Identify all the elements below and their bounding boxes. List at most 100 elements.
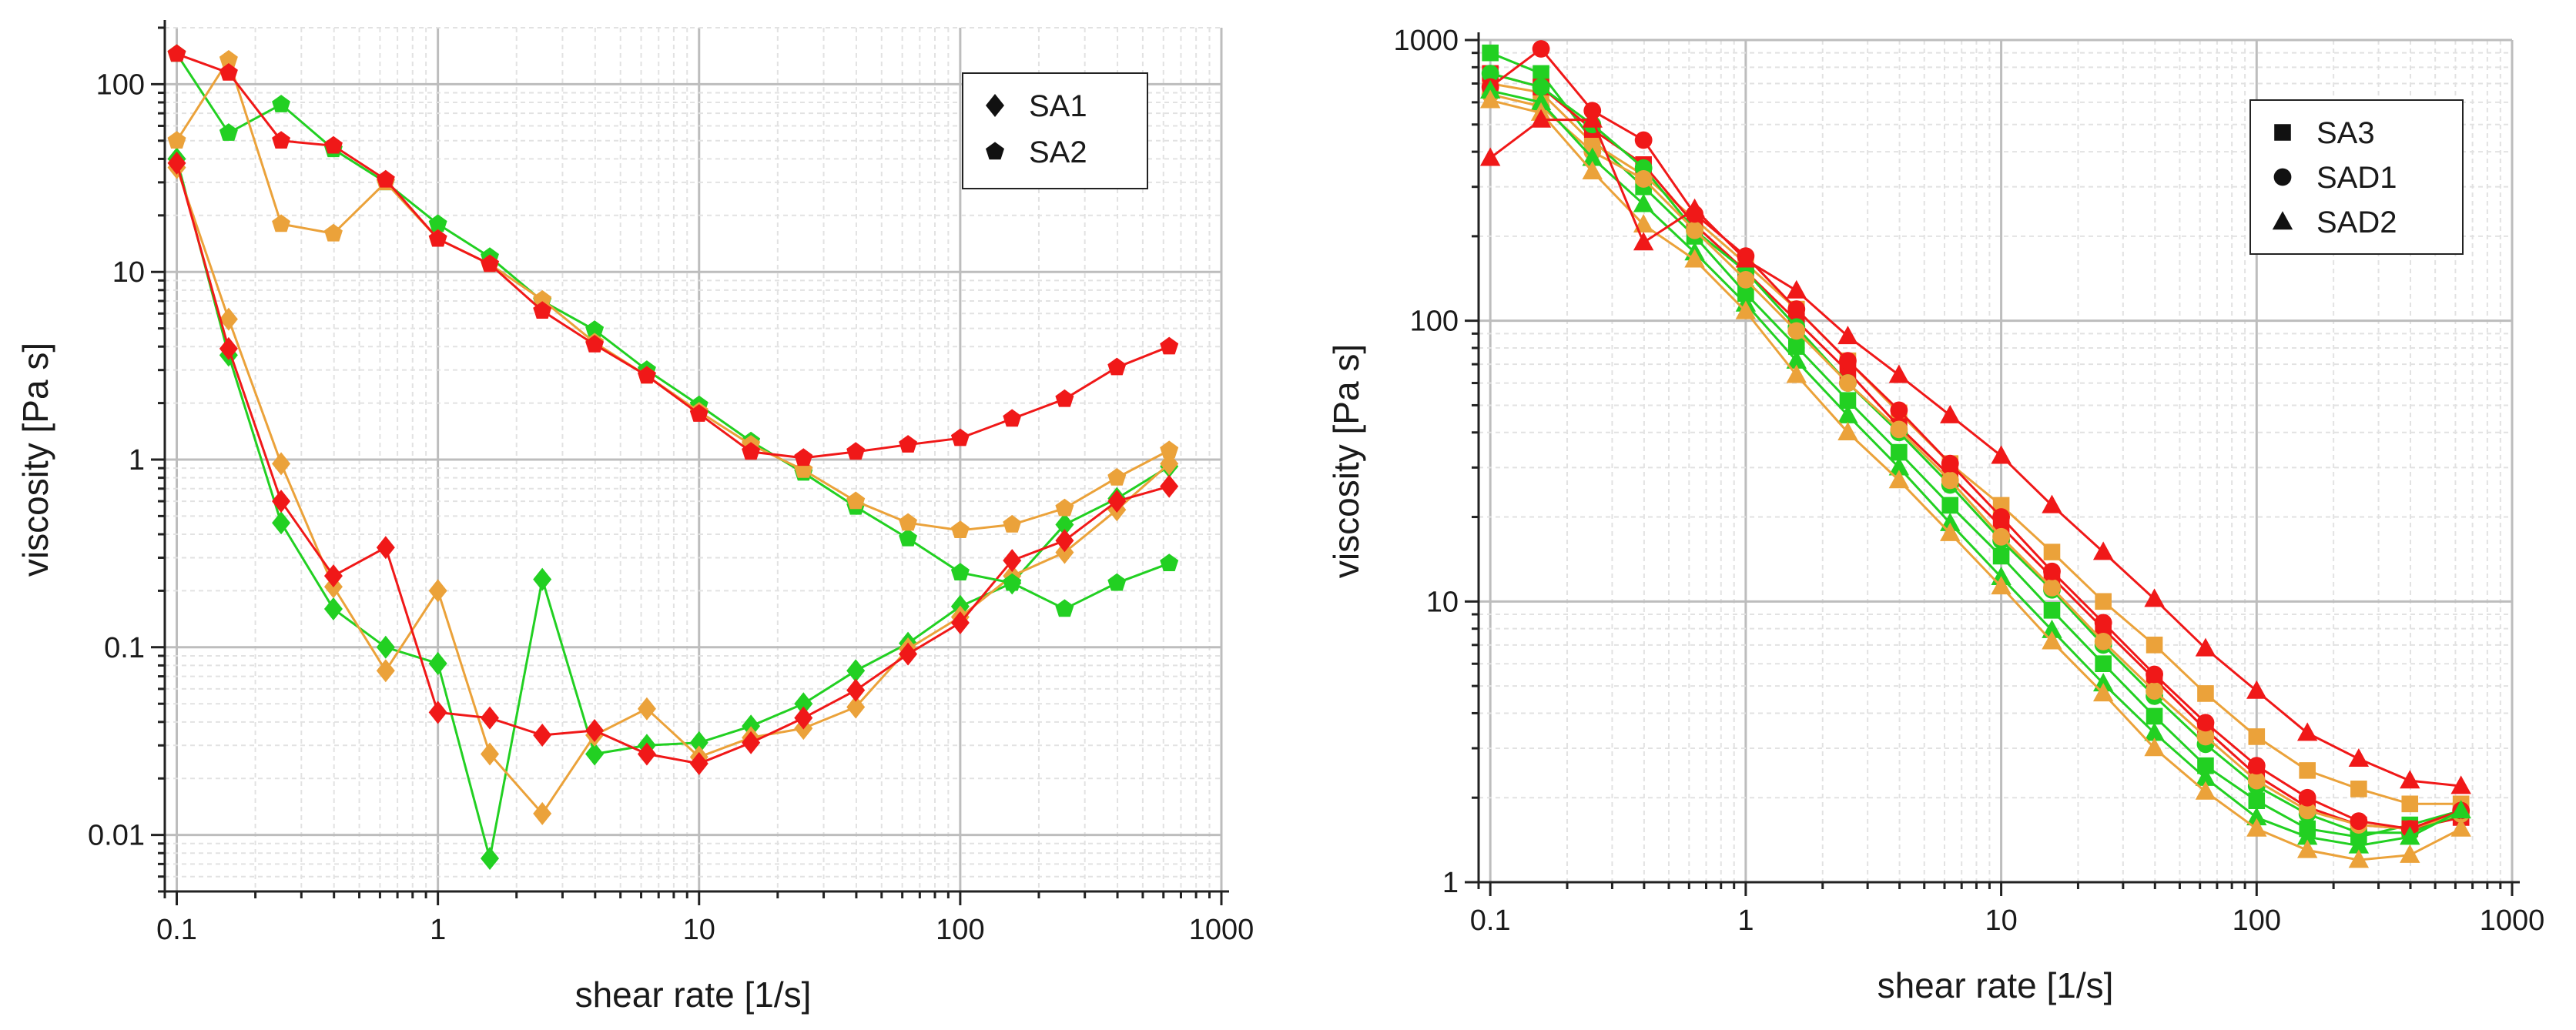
data-point-sa2-red (689, 404, 708, 422)
legend-box (962, 72, 1148, 189)
data-point-sa1-green (323, 597, 343, 621)
data-point-sa2-green (272, 95, 290, 112)
data-point-sad2-red (1991, 445, 2012, 464)
data-point-sa1-orange (1055, 540, 1074, 564)
data-point-sa3-green (1533, 65, 1549, 82)
series-line-sa3-orange (1489, 82, 2461, 805)
data-point-sa2-orange (1107, 468, 1127, 486)
data-point-sa2-green (899, 528, 917, 547)
data-point-sad2-green (2144, 722, 2165, 741)
x-tick-label: 100 (2233, 905, 2281, 937)
series-line-sad2-red (1489, 119, 2461, 788)
series-group (1479, 40, 2471, 868)
data-point-sad2-orange (1940, 522, 1961, 541)
y-tick-label: 10 (112, 256, 145, 289)
x-tick-label: 1 (430, 914, 446, 946)
data-point-sad2-orange (1582, 161, 1603, 180)
data-point-sad2-green (2450, 800, 2471, 819)
right-chart: 0.1 1 10 100 1000 1 10 100 1000 shear rate [1/s] v… (1326, 25, 2545, 1005)
legend: SA3 SAD1 SAD2 (2249, 99, 2464, 255)
x-tick-label: 100 (936, 914, 984, 946)
data-point-sa1-red (272, 490, 291, 513)
data-point-sa2-orange (1055, 498, 1074, 517)
data-point-sa1-green (846, 659, 866, 683)
data-point-sad2-red (1684, 198, 1705, 217)
data-point-sad2-red (1479, 147, 1501, 166)
data-point-sad2-orange (1786, 364, 1807, 383)
data-point-sa1-red (742, 731, 761, 754)
y-tick-label: 1 (129, 444, 145, 477)
x-tick-label: 10 (683, 914, 715, 946)
data-point-sad2-orange (2296, 839, 2318, 858)
data-point-sa2-orange (950, 520, 970, 538)
data-point-sa1-orange (533, 801, 552, 825)
y-tick-label: 0.01 (88, 820, 145, 852)
data-point-sad2-red (1940, 404, 1961, 423)
series-line-sa2-red (176, 52, 1170, 460)
data-point-sad2-orange (2195, 781, 2216, 800)
data-point-sa2-red (272, 131, 290, 149)
x-axis-title: shear rate [1/s] (1878, 965, 2114, 1005)
y-axis-title: viscosity [Pa s] (1326, 344, 1366, 578)
series-group (167, 44, 1179, 871)
legend-marker-sad2 (2272, 211, 2293, 230)
data-point-sa3-orange (2350, 780, 2367, 798)
data-point-sad1-orange (1839, 374, 1857, 392)
data-point-sad1-red (1634, 131, 1653, 149)
data-point-sa3-orange (2146, 637, 2163, 654)
data-point-sad2-red (2144, 588, 2165, 607)
data-point-sa1-orange (219, 307, 238, 331)
data-point-sa1-red (323, 564, 343, 588)
data-point-sad2-red (1582, 109, 1603, 128)
series-sad2-red (1479, 109, 2471, 794)
data-point-sad1-orange (1787, 322, 1806, 340)
data-point-sad2-orange (1684, 249, 1705, 268)
legend-marker-sa1 (986, 94, 1004, 117)
data-point-sa3-orange (2248, 728, 2266, 745)
y-tick-label: 10 (1426, 586, 1459, 618)
series-sa2-red (167, 44, 1179, 467)
data-point-sa1-red (376, 536, 395, 560)
data-point-sa2-red (428, 229, 447, 247)
data-point-sa1-orange (637, 697, 656, 721)
data-point-sad2-orange (2092, 683, 2114, 702)
right-chart-panel: 0.1 1 10 100 1000 1 10 100 1000 shear rate [1/s] v… (1288, 0, 2576, 1030)
data-point-sa2-red (1160, 336, 1179, 355)
data-point-sad2-green (2195, 767, 2216, 786)
data-point-sa3-green (2248, 792, 2266, 810)
data-point-sa3-orange (2197, 685, 2214, 702)
data-point-sad2-orange (1888, 470, 1910, 489)
data-point-sa2-green (219, 123, 238, 141)
data-point-sa2-red (167, 44, 186, 62)
data-point-sa2-orange (899, 513, 917, 531)
data-point-sad2-green (2246, 807, 2267, 826)
series-line-sad1-red (1489, 47, 2462, 831)
data-point-sad1-red (1787, 300, 1806, 318)
data-point-sa2-red (324, 135, 343, 154)
x-tick-label: 1000 (2480, 905, 2545, 937)
x-tick-label: 1000 (1189, 914, 1255, 946)
data-point-sa1-red (1160, 474, 1179, 498)
left-chart: 0.1 1 10 100 1000 0.01 0.1 1 10 100 shear rate [1/… (15, 20, 1255, 1015)
data-point-sad2-red (1837, 326, 1858, 345)
data-point-sad1-green (1532, 78, 1550, 96)
data-point-sad2-green (1888, 456, 1910, 476)
data-point-sad1-orange (1686, 221, 1703, 239)
series-sad2-orange (1479, 89, 2471, 868)
data-point-sad1-orange (2094, 632, 2112, 650)
data-point-sad2-green (1530, 92, 1552, 111)
data-point-sad2-green (2042, 619, 2062, 638)
data-point-sa3-green (1992, 547, 2010, 565)
data-point-sa2-orange (219, 50, 238, 68)
data-point-sa3-green (1482, 44, 1499, 62)
data-point-sad2-red (2195, 637, 2216, 657)
data-point-sad2-red (2246, 680, 2267, 699)
data-point-sa1-green (585, 742, 605, 766)
data-point-sad2-green (2296, 826, 2318, 845)
data-point-sad2-green (1479, 80, 1501, 99)
data-point-sad2-red (1633, 232, 1654, 251)
data-point-sa2-orange (533, 289, 552, 308)
data-point-sad2-red (2450, 775, 2471, 794)
data-point-sad1-red (2247, 757, 2266, 775)
